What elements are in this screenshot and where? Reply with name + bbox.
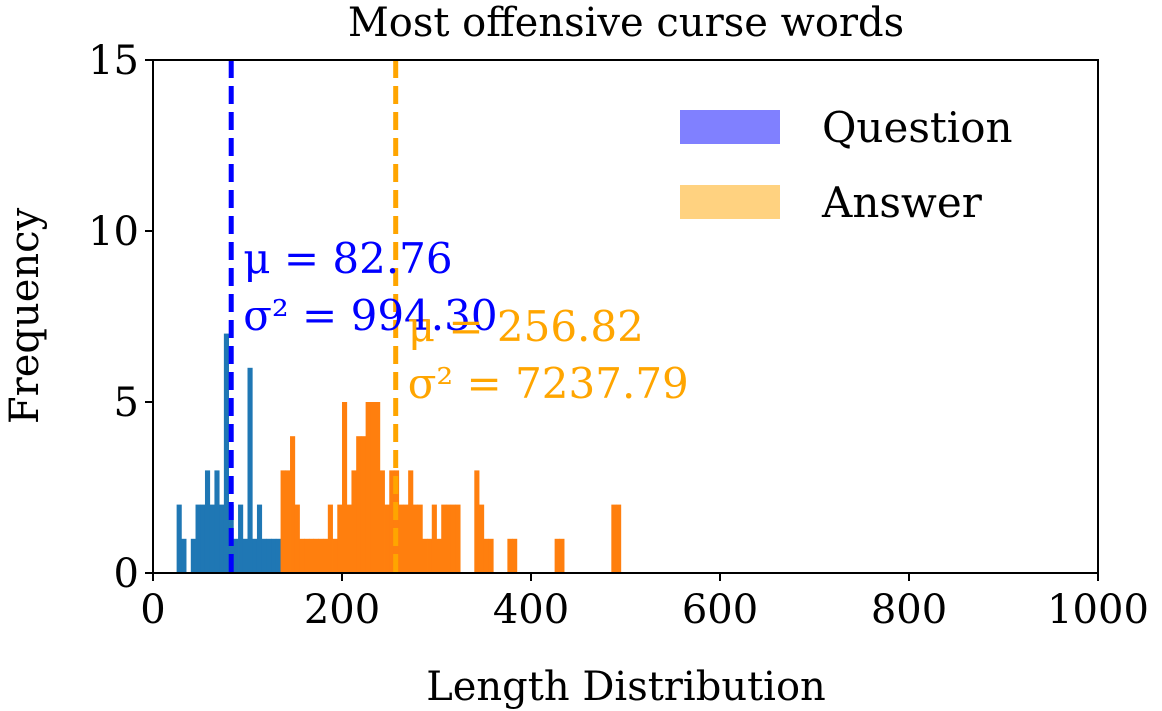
bar-question — [200, 504, 206, 573]
bar-answer — [294, 504, 300, 573]
bar-answer — [488, 538, 494, 573]
chart-title: Most offensive curse words — [348, 0, 904, 46]
mean-lines — [228, 60, 399, 573]
stat-annotations: μ = 82.76 σ² = 994.30μ = 256.82 σ² = 7237.… — [243, 234, 689, 408]
bar-question — [223, 333, 229, 573]
bar-answer — [431, 504, 437, 573]
bar-question — [275, 538, 281, 573]
legend-swatch-answer — [680, 185, 780, 219]
x-axis-ticks: 0 200 400 600 800 1000 — [140, 573, 1149, 633]
bar-answer — [342, 402, 348, 573]
legend-label-answer: Answer — [821, 178, 983, 227]
bar-answer — [483, 538, 489, 573]
bar-question — [195, 504, 201, 573]
legend: Question Answer — [680, 103, 1013, 227]
bar-answer — [290, 436, 296, 573]
bar-answer — [337, 504, 343, 573]
x-tick-label: 400 — [493, 587, 569, 633]
bar-question — [219, 504, 225, 573]
bar-answer — [308, 538, 315, 573]
bar-answer — [398, 504, 404, 573]
bar-answer — [455, 504, 461, 573]
legend-swatch-question — [680, 110, 780, 144]
bar-question — [271, 538, 277, 573]
x-tick-label: 600 — [682, 587, 758, 633]
bar-question — [242, 538, 248, 573]
bar-answer — [351, 470, 357, 573]
bar-answer — [393, 470, 400, 573]
x-tick-label: 200 — [304, 587, 380, 633]
bar-question — [181, 538, 187, 573]
bar-answer — [375, 402, 381, 573]
bar-answer — [427, 538, 433, 573]
bar-answer — [327, 504, 333, 573]
bar-answer — [422, 538, 428, 573]
bar-answer — [318, 538, 324, 573]
bar-answer — [280, 470, 286, 573]
bar-answer — [360, 436, 367, 573]
variance-annotation-question: σ² = 994.30 — [243, 291, 497, 340]
mean-annotation-question: μ = 82.76 — [243, 234, 452, 283]
bar-answer — [554, 538, 560, 573]
y-axis-ticks: 0 5 10 15 — [88, 38, 153, 597]
y-tick-label: 15 — [88, 38, 139, 84]
bar-answer — [384, 504, 390, 573]
bar-answer — [332, 538, 338, 573]
x-axis-label: Length Distribution — [426, 664, 826, 710]
histogram-bars — [176, 333, 622, 573]
x-tick-label: 1000 — [1047, 587, 1149, 633]
mean-annotation-answer: μ = 256.82 — [408, 302, 644, 351]
bar-answer — [436, 538, 442, 573]
bar-question — [247, 367, 253, 573]
bar-answer — [379, 470, 385, 573]
bar-answer — [389, 470, 395, 573]
bar-question — [204, 470, 211, 573]
bar-question — [256, 504, 263, 573]
bar-question — [176, 504, 182, 573]
bar-answer — [616, 504, 622, 573]
bar-answer — [474, 470, 480, 573]
bar-answer — [323, 538, 329, 573]
bar-answer — [365, 402, 371, 573]
bar-answer — [313, 538, 319, 573]
bar-answer — [507, 538, 513, 573]
bar-answer — [445, 504, 452, 573]
bar-answer — [611, 504, 617, 573]
y-tick-label: 5 — [114, 380, 139, 426]
bar-question — [209, 504, 215, 573]
bar-answer — [559, 538, 565, 573]
bar-question — [233, 538, 239, 573]
x-tick-label: 800 — [871, 587, 947, 633]
bar-question — [261, 538, 267, 573]
bar-question — [238, 504, 244, 573]
bar-question — [214, 470, 220, 573]
y-axis-label: Frequency — [2, 207, 48, 424]
y-tick-label: 10 — [88, 209, 139, 255]
bar-answer — [299, 538, 305, 573]
bar-answer — [346, 504, 352, 573]
variance-annotation-answer: σ² = 7237.79 — [408, 359, 689, 408]
bar-answer — [441, 504, 447, 573]
bar-question — [252, 538, 258, 573]
bar-answer — [412, 504, 418, 573]
bar-question — [190, 538, 196, 573]
x-tick-label: 0 — [140, 587, 165, 633]
bar-answer — [417, 504, 423, 573]
bar-answer — [408, 470, 414, 573]
bar-answer — [479, 504, 485, 573]
bar-answer — [403, 504, 409, 573]
bar-answer — [304, 538, 310, 573]
bar-answer — [370, 402, 376, 573]
legend-label-question: Question — [822, 103, 1013, 152]
bar-answer — [356, 436, 362, 573]
bar-answer — [512, 538, 518, 573]
bar-answer — [285, 470, 291, 573]
plot-frame — [152, 59, 1099, 574]
y-tick-label: 0 — [114, 551, 139, 597]
bar-question — [266, 538, 272, 573]
bar-answer — [450, 504, 456, 573]
